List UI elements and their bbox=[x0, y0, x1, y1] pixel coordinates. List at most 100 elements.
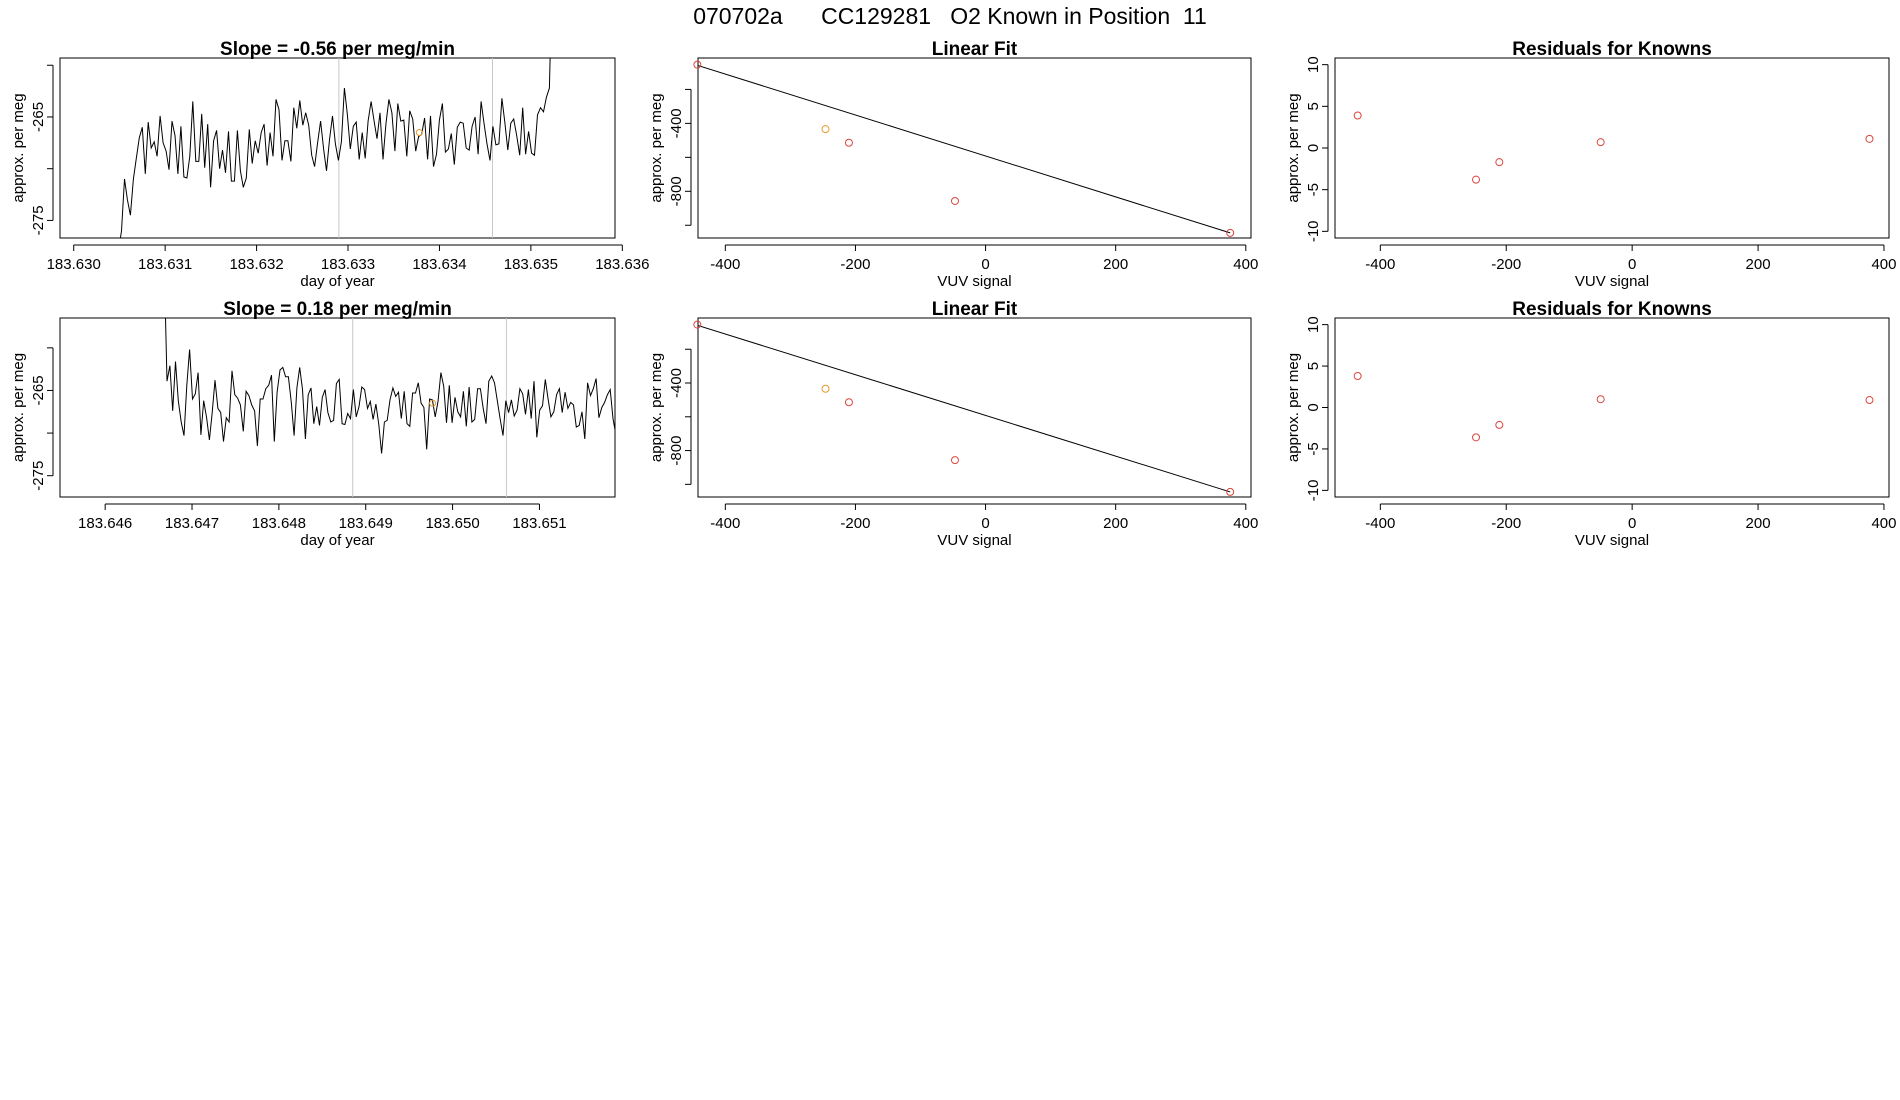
data-point bbox=[844, 398, 853, 407]
x-axis-label: day of year bbox=[300, 273, 374, 290]
y-tick-label: -275 bbox=[30, 205, 47, 235]
x-tick-label: 183.631 bbox=[138, 256, 192, 273]
series-line bbox=[119, 58, 551, 238]
data-point bbox=[1353, 372, 1362, 381]
x-tick-label: 183.651 bbox=[512, 515, 566, 532]
x-axis-label: VUV signal bbox=[1575, 273, 1649, 290]
y-tick-label: 5 bbox=[1305, 362, 1322, 370]
x-tick-label: 183.632 bbox=[229, 256, 283, 273]
x-axis-label: VUV signal bbox=[937, 273, 1011, 290]
plot-frame bbox=[1334, 57, 1890, 239]
x-tick-label: 183.648 bbox=[252, 515, 306, 532]
plot-frame bbox=[697, 317, 1252, 498]
data-point bbox=[1495, 158, 1504, 167]
fit-line bbox=[698, 324, 1231, 493]
plot-frame bbox=[59, 317, 616, 498]
chart-title: Residuals for Knowns bbox=[1512, 39, 1712, 60]
y-axis-label: approx. per meg bbox=[1285, 93, 1302, 202]
plot-area bbox=[119, 58, 551, 238]
x-tick-label: 0 bbox=[1628, 515, 1636, 532]
x-tick-label: 183.636 bbox=[595, 256, 649, 273]
data-point bbox=[950, 196, 959, 205]
y-axis-label: approx. per meg bbox=[648, 353, 665, 462]
highlight-point bbox=[429, 399, 437, 407]
chart-title: Linear Fit bbox=[932, 39, 1018, 60]
title-run-id: 070702a bbox=[693, 3, 783, 29]
data-point bbox=[844, 138, 853, 147]
data-point bbox=[1865, 396, 1874, 405]
fit-line bbox=[698, 64, 1231, 234]
y-tick-label: -5 bbox=[1305, 442, 1322, 455]
x-tick-label: -400 bbox=[1365, 515, 1395, 532]
title-position: 11 bbox=[1182, 3, 1207, 29]
x-tick-label: 400 bbox=[1871, 515, 1896, 532]
page-title: 070702a CC129281 O2 Known in Position 11 bbox=[0, 3, 1900, 30]
x-tick-label: 200 bbox=[1103, 256, 1128, 273]
x-tick-label: 183.646 bbox=[78, 515, 132, 532]
x-tick-label: 183.650 bbox=[425, 515, 479, 532]
x-tick-label: 183.630 bbox=[47, 256, 101, 273]
series-line bbox=[165, 318, 615, 454]
x-tick-label: 183.635 bbox=[504, 256, 558, 273]
plot-area bbox=[698, 64, 1231, 234]
chart-res2: Residuals for Knowns -400 -200 0 200 400 VUV s… bbox=[1285, 299, 1896, 549]
y-tick-label: -800 bbox=[668, 176, 685, 206]
y-tick-label: -5 bbox=[1305, 183, 1322, 196]
x-tick-label: -200 bbox=[840, 515, 870, 532]
x-axis-label: VUV signal bbox=[1575, 532, 1649, 549]
x-tick-label: 200 bbox=[1103, 515, 1128, 532]
plot-frame bbox=[697, 57, 1252, 239]
y-axis-label: approx. per meg bbox=[10, 353, 27, 462]
x-tick-label: -400 bbox=[710, 256, 740, 273]
x-tick-label: -200 bbox=[840, 256, 870, 273]
x-tick-label: 183.634 bbox=[412, 256, 466, 273]
data-point bbox=[821, 125, 830, 134]
title-description: O2 Known in Position bbox=[950, 3, 1171, 29]
y-tick-label: 10 bbox=[1305, 56, 1322, 73]
x-tick-label: 400 bbox=[1233, 515, 1258, 532]
x-tick-label: -400 bbox=[710, 515, 740, 532]
y-tick-label: 0 bbox=[1305, 403, 1322, 411]
highlight-point bbox=[415, 128, 423, 136]
plot-frame bbox=[59, 57, 616, 239]
y-tick-label: 10 bbox=[1305, 316, 1322, 333]
chart-ts2: Slope = 0.18 per meg/min 183.646 183.647 18… bbox=[10, 299, 616, 549]
y-tick-label: -400 bbox=[668, 108, 685, 138]
data-point bbox=[1226, 228, 1235, 237]
x-tick-label: 0 bbox=[1628, 256, 1636, 273]
chart-title: Slope = -0.56 per meg/min bbox=[220, 39, 455, 60]
x-tick-label: 400 bbox=[1871, 256, 1896, 273]
y-axis-label: approx. per meg bbox=[1285, 353, 1302, 462]
y-tick-label: -400 bbox=[668, 368, 685, 398]
data-point bbox=[1353, 111, 1362, 120]
y-tick-label: 5 bbox=[1305, 102, 1322, 110]
data-point bbox=[1472, 175, 1481, 184]
y-tick-label: 0 bbox=[1305, 144, 1322, 152]
plot-frame bbox=[1334, 317, 1890, 498]
x-tick-label: 183.647 bbox=[165, 515, 219, 532]
data-point bbox=[1865, 134, 1874, 143]
x-tick-label: 400 bbox=[1233, 256, 1258, 273]
plot-area bbox=[698, 324, 1231, 493]
plot-area bbox=[165, 318, 615, 497]
y-tick-label: -800 bbox=[668, 436, 685, 466]
y-axis-label: approx. per meg bbox=[10, 93, 27, 202]
data-point bbox=[1596, 138, 1605, 147]
x-tick-label: -400 bbox=[1365, 256, 1395, 273]
data-point bbox=[1596, 395, 1605, 404]
x-axis-label: VUV signal bbox=[937, 532, 1011, 549]
chart-ts1: Slope = -0.56 per meg/min 183.630 183.631 1… bbox=[10, 39, 649, 290]
data-point bbox=[950, 456, 959, 465]
x-tick-label: -200 bbox=[1491, 515, 1521, 532]
y-tick-label: -10 bbox=[1305, 220, 1322, 242]
chart-fit1: Linear Fit -400 -200 0 200 400 VUV signal -400 -… bbox=[648, 39, 1258, 290]
data-point bbox=[821, 384, 830, 393]
x-tick-label: 200 bbox=[1746, 515, 1771, 532]
data-point bbox=[1472, 433, 1481, 442]
chart-fit2: Linear Fit -400 -200 0 200 400 VUV signal -400 -… bbox=[648, 299, 1258, 549]
x-tick-label: 0 bbox=[981, 515, 989, 532]
y-axis-label: approx. per meg bbox=[648, 93, 665, 202]
data-point bbox=[1226, 487, 1235, 496]
x-tick-label: -200 bbox=[1491, 256, 1521, 273]
data-point bbox=[693, 320, 702, 329]
